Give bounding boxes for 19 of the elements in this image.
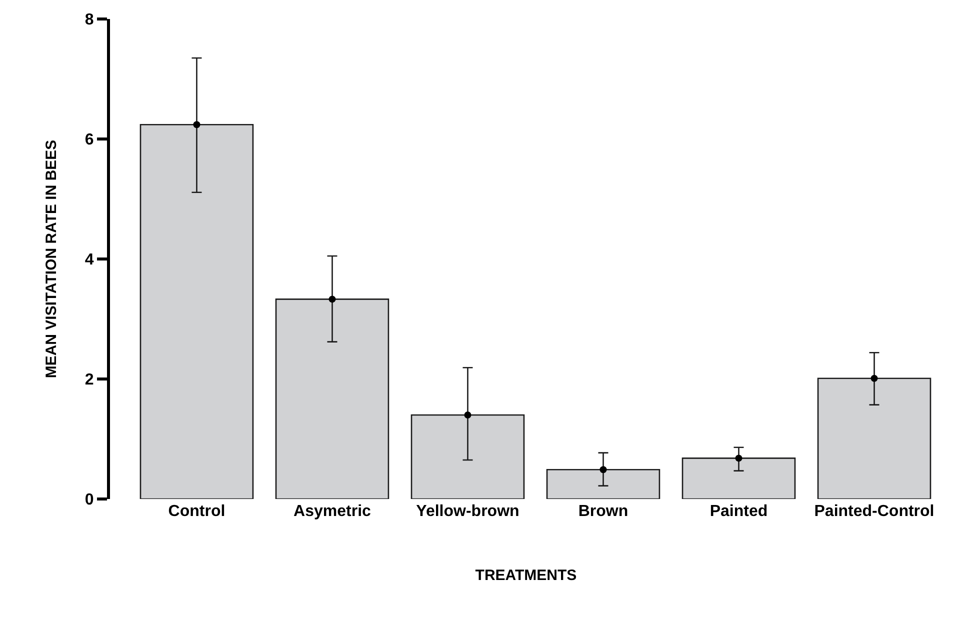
point xyxy=(600,466,607,474)
y-tick-label: 0 xyxy=(84,492,94,509)
point xyxy=(328,296,336,303)
x-tick-label: Yellow-brown xyxy=(416,503,520,520)
x-tick-label: Painted-Control xyxy=(814,503,934,520)
point xyxy=(464,412,472,418)
x-tick-label: Control xyxy=(168,503,226,520)
y-tick-label: 2 xyxy=(84,372,94,389)
x-tick-label: Asymetric xyxy=(294,503,372,520)
x-tick-label: Painted xyxy=(710,503,768,520)
y-tick-label: 8 xyxy=(84,12,94,29)
y-axis-title: MEAN VISITATION RATE IN BEES xyxy=(43,140,60,378)
x-tick-label: Brown xyxy=(578,503,628,520)
y-tick-label: 4 xyxy=(84,252,94,269)
x-axis-title: TREATMENTS xyxy=(475,567,577,584)
point xyxy=(193,121,200,128)
point xyxy=(735,454,742,462)
point xyxy=(870,374,878,382)
y-tick-label: 6 xyxy=(84,132,94,149)
